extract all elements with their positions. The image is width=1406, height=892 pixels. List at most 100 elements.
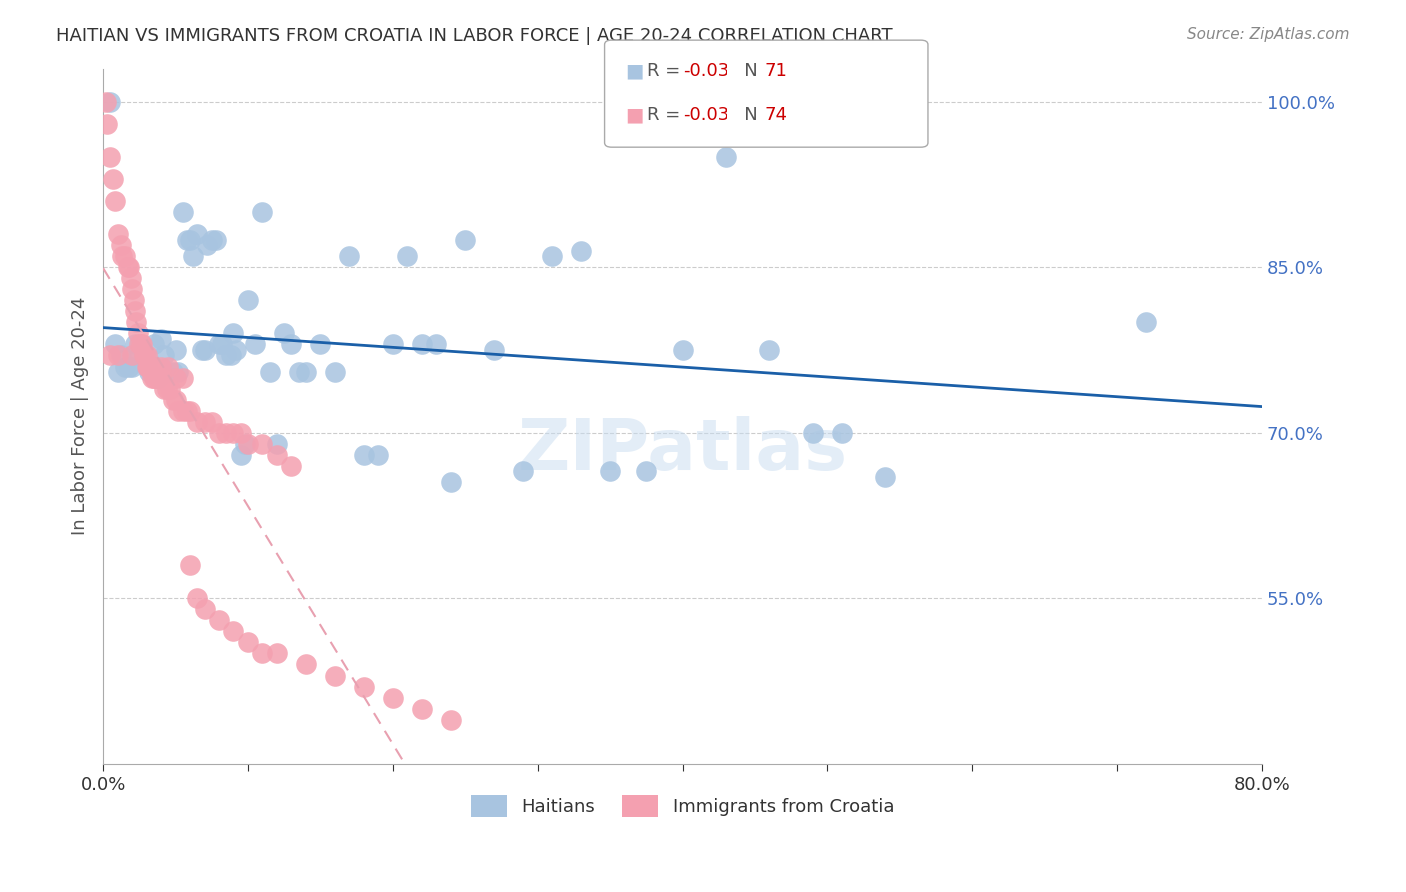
Point <box>512 464 534 478</box>
Point <box>135 349 157 363</box>
Point <box>165 392 187 407</box>
Point <box>190 343 212 357</box>
Point <box>831 425 853 440</box>
Text: Source: ZipAtlas.com: Source: ZipAtlas.com <box>1187 27 1350 42</box>
Point <box>104 194 127 208</box>
Point <box>179 558 201 573</box>
Point <box>107 227 129 241</box>
Point <box>411 337 433 351</box>
Point <box>156 382 179 396</box>
Point <box>337 249 360 263</box>
Point <box>142 370 165 384</box>
Point <box>150 359 173 374</box>
Point <box>229 448 252 462</box>
Point <box>245 337 267 351</box>
Point <box>193 343 215 357</box>
Point <box>128 337 150 351</box>
Point <box>167 403 190 417</box>
Point <box>138 359 160 374</box>
Point <box>295 657 318 672</box>
Point <box>323 668 346 682</box>
Point <box>114 359 136 374</box>
Point <box>353 680 375 694</box>
Point <box>120 271 142 285</box>
Point <box>259 365 281 379</box>
Point <box>425 337 447 351</box>
Point <box>127 326 149 341</box>
Point <box>134 349 156 363</box>
Text: ZIPatlas: ZIPatlas <box>517 417 848 485</box>
Point <box>208 337 231 351</box>
Point <box>186 227 208 241</box>
Point <box>100 349 122 363</box>
Point <box>208 613 231 627</box>
Point <box>236 293 259 308</box>
Point <box>121 282 143 296</box>
Text: -0.033: -0.033 <box>683 62 741 80</box>
Point <box>411 701 433 715</box>
Point <box>104 337 127 351</box>
Point <box>167 365 190 379</box>
Point <box>129 337 152 351</box>
Point <box>143 370 166 384</box>
Point <box>111 249 134 263</box>
Point <box>114 249 136 263</box>
Point <box>671 343 693 357</box>
Point <box>179 233 201 247</box>
Point <box>280 337 302 351</box>
Text: R =: R = <box>647 106 686 124</box>
Text: ■: ■ <box>626 106 644 125</box>
Point <box>295 365 318 379</box>
Point <box>165 343 187 357</box>
Point <box>118 359 141 374</box>
Point <box>197 238 219 252</box>
Point <box>179 403 201 417</box>
Point <box>219 349 242 363</box>
Point <box>222 326 245 341</box>
Point <box>122 293 145 308</box>
Point <box>233 436 256 450</box>
Point <box>758 343 780 357</box>
Point <box>103 172 125 186</box>
Point <box>1135 315 1157 329</box>
Point <box>236 436 259 450</box>
Point <box>146 370 169 384</box>
Point <box>252 205 274 219</box>
Point <box>121 349 143 363</box>
Point <box>541 249 564 263</box>
Point <box>125 315 148 329</box>
Point <box>252 436 274 450</box>
Point <box>266 436 288 450</box>
Point <box>186 415 208 429</box>
Point <box>132 349 155 363</box>
Point <box>100 150 122 164</box>
Point <box>153 382 176 396</box>
Point <box>124 304 146 318</box>
Point <box>150 370 173 384</box>
Point <box>150 332 173 346</box>
Point <box>309 337 332 351</box>
Point <box>215 425 238 440</box>
Text: ■: ■ <box>626 62 644 80</box>
Point <box>222 425 245 440</box>
Point <box>117 260 139 275</box>
Point <box>193 602 215 616</box>
Point <box>252 647 274 661</box>
Point <box>875 470 897 484</box>
Point <box>176 233 198 247</box>
Point <box>172 403 194 417</box>
Point <box>454 233 477 247</box>
Point <box>323 365 346 379</box>
Point <box>273 326 295 341</box>
Point <box>440 475 463 490</box>
Point <box>146 370 169 384</box>
Point <box>266 448 288 462</box>
Point <box>208 425 231 440</box>
Point <box>135 359 157 374</box>
Point <box>131 337 153 351</box>
Point <box>110 349 132 363</box>
Text: -0.039: -0.039 <box>683 106 741 124</box>
Point <box>201 415 224 429</box>
Point <box>94 95 117 109</box>
Point <box>107 365 129 379</box>
